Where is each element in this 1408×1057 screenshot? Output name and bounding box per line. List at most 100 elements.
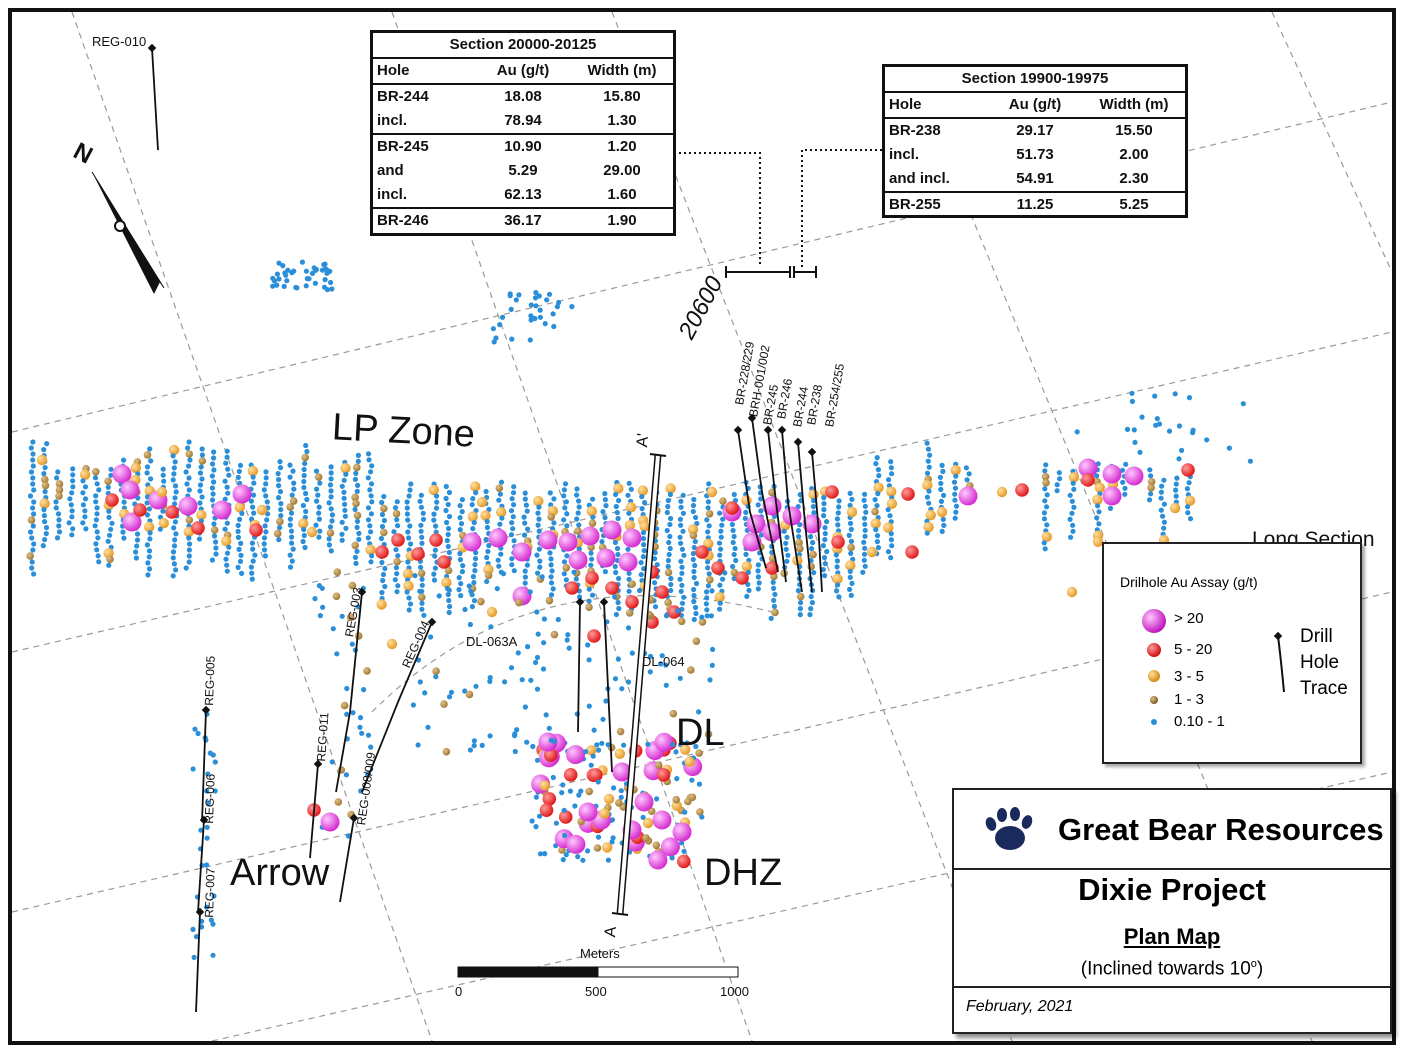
blue-assay-marker <box>523 502 529 508</box>
blue-assay-marker <box>204 862 210 868</box>
blue-assay-marker <box>1172 391 1178 397</box>
red-assay-marker <box>411 547 425 561</box>
blue-assay-marker <box>771 585 777 592</box>
blue-assay-marker <box>571 569 577 575</box>
blue-assay-marker <box>471 598 478 604</box>
blue-assay-marker <box>284 278 290 284</box>
blue-assay-marker <box>198 827 204 833</box>
inclination-close: ) <box>1256 958 1264 980</box>
assay-legend: Drilhole Au Assay (g/t) > 20 5 - 20 3 - … <box>1102 542 1362 764</box>
blue-assay-marker <box>535 510 541 516</box>
blue-assay-marker <box>199 452 205 458</box>
blue-assay-marker <box>328 506 334 512</box>
blue-assay-marker <box>108 472 114 478</box>
cell-width: 2.00 <box>1119 146 1149 163</box>
blue-assay-marker <box>515 650 521 656</box>
brown-assay-marker <box>380 528 388 537</box>
blue-assay-marker <box>640 536 647 542</box>
blue-assay-marker <box>666 539 672 546</box>
blue-assay-marker <box>639 506 645 512</box>
blue-assay-marker <box>210 461 216 467</box>
blue-assay-marker <box>681 594 687 600</box>
blue-assay-marker <box>808 534 814 540</box>
blue-assay-marker <box>565 632 571 638</box>
blue-assay-marker <box>1067 516 1073 522</box>
blue-assay-marker <box>274 282 280 288</box>
drillhole-trace <box>339 817 355 903</box>
title-divider-2 <box>954 986 1390 988</box>
blue-assay-marker <box>861 515 868 521</box>
brown-assay-marker <box>628 580 636 588</box>
blue-assay-marker <box>1185 510 1191 516</box>
blue-assay-marker <box>664 527 670 534</box>
legend-swatch-1-3 <box>1150 696 1158 704</box>
orange-assay-marker <box>936 506 948 518</box>
blue-assay-marker <box>1070 528 1076 534</box>
blue-assay-marker <box>963 465 970 471</box>
red-assay-marker <box>605 581 619 595</box>
blue-assay-marker <box>224 484 230 490</box>
blue-assay-marker <box>148 458 154 464</box>
blue-assay-marker <box>508 532 515 538</box>
orange-assay-marker <box>1092 494 1103 505</box>
blue-assay-marker <box>1185 504 1191 510</box>
blue-assay-marker <box>502 679 508 685</box>
blue-assay-marker <box>210 952 216 958</box>
blue-assay-marker <box>288 528 295 534</box>
blue-assay-marker <box>811 570 817 576</box>
blue-assay-marker <box>276 477 282 483</box>
blue-assay-marker <box>640 554 647 560</box>
magenta-assay-marker <box>648 850 668 870</box>
blue-assay-marker <box>446 597 452 604</box>
blue-assay-marker <box>170 453 176 459</box>
blue-assay-marker <box>56 517 62 523</box>
blue-assay-marker <box>457 503 463 509</box>
magenta-assay-marker <box>1102 486 1122 506</box>
blue-assay-marker <box>209 497 216 503</box>
blue-assay-marker <box>533 659 539 666</box>
orange-assay-marker <box>603 793 615 805</box>
cell-width: 15.50 <box>1115 122 1153 139</box>
brown-assay-marker <box>615 799 623 807</box>
blue-assay-marker <box>406 607 412 613</box>
blue-assay-marker <box>415 742 421 748</box>
blue-assay-marker <box>447 603 453 610</box>
blue-assay-marker <box>368 493 374 499</box>
red-assay-marker <box>539 803 554 817</box>
blue-assay-marker <box>94 547 100 553</box>
blue-assay-marker <box>1179 447 1185 453</box>
blue-assay-marker <box>1240 401 1246 407</box>
blue-assay-marker <box>691 616 697 623</box>
blue-assay-marker <box>44 441 50 447</box>
blue-assay-marker <box>674 776 680 782</box>
blue-assay-marker <box>368 559 374 565</box>
magenta-assay-marker <box>634 792 654 812</box>
blue-assay-marker <box>1129 398 1135 404</box>
blue-assay-marker <box>678 540 684 546</box>
scale-unit-label: Meters <box>580 946 620 961</box>
blue-assay-marker <box>497 322 503 328</box>
blue-assay-marker <box>210 921 216 927</box>
blue-assay-marker <box>235 528 241 535</box>
blue-assay-marker <box>758 496 764 502</box>
blue-assay-marker <box>405 529 411 535</box>
blue-assay-marker <box>394 499 400 505</box>
orange-assay-marker <box>922 480 933 491</box>
blue-assay-marker <box>68 502 74 508</box>
blue-assay-marker <box>274 271 280 277</box>
section-line-a-a-prime <box>611 453 667 916</box>
brown-assay-marker <box>393 557 401 566</box>
blue-assay-marker <box>938 480 944 486</box>
blue-assay-marker <box>668 575 674 582</box>
hole-label-reg006: REG-006 <box>202 773 218 824</box>
blue-assay-marker <box>291 486 297 492</box>
blue-assay-marker <box>612 563 618 570</box>
orange-assay-marker <box>486 606 498 618</box>
blue-assay-marker <box>548 592 555 598</box>
blue-assay-marker <box>689 777 695 783</box>
orange-assay-marker <box>483 564 494 575</box>
blue-assay-marker <box>287 564 294 570</box>
collar-marker <box>313 759 323 769</box>
blue-assay-marker <box>212 759 218 765</box>
blue-assay-marker <box>628 486 634 492</box>
